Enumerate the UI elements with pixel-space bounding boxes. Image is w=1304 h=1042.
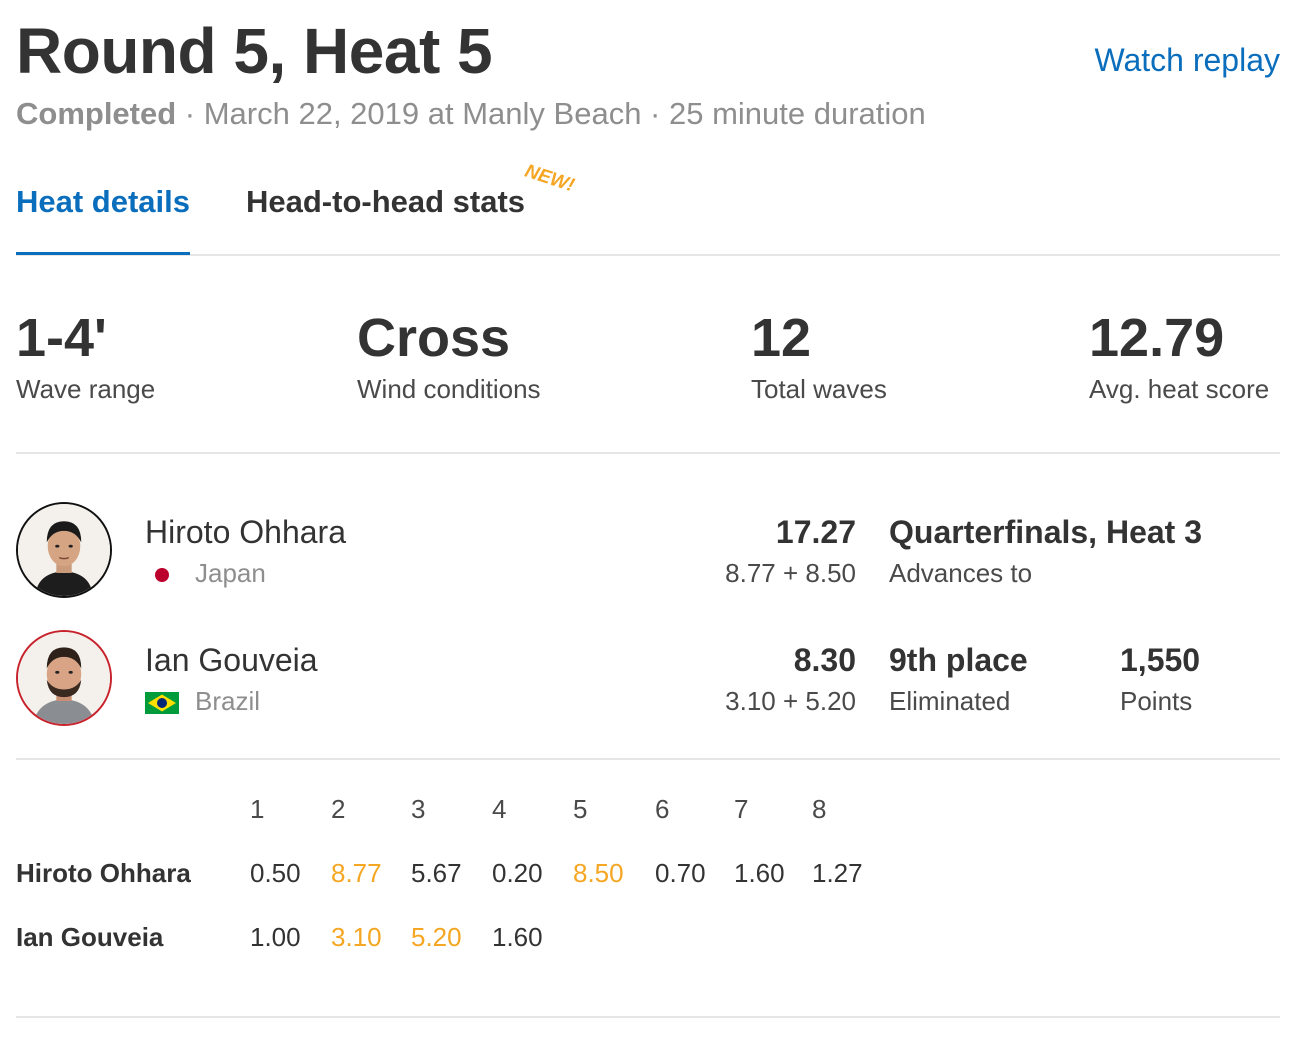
stat-avg-heat-score: 12.79 Avg. heat score	[1089, 308, 1269, 405]
page-title: Round 5, Heat 5	[16, 15, 493, 87]
divider	[16, 1016, 1280, 1018]
result-label: Advances to	[889, 558, 1033, 588]
wave-score: 5.67	[411, 858, 462, 888]
surfer-avatar-ian-gouveia[interactable]	[16, 630, 112, 726]
wave-score: 0.50	[250, 858, 301, 888]
final-placement: 9th place	[889, 642, 1028, 678]
points-earned: 1,550	[1120, 642, 1201, 678]
stat-value: Cross	[357, 308, 511, 368]
tab-bar: Heat details Head-to-head stats NEW!	[16, 161, 1280, 256]
new-badge: NEW!	[522, 160, 577, 197]
counting-wave-score: 5.20	[411, 922, 462, 952]
result-label: Eliminated	[889, 686, 1011, 716]
tab-head-to-head-stats[interactable]: Head-to-head stats	[246, 184, 526, 219]
person-icon	[18, 632, 110, 724]
stat-value: 12	[751, 308, 812, 368]
surfer-name[interactable]: Ian Gouveia	[145, 642, 318, 678]
wave-number-header: 7	[734, 794, 749, 824]
stat-label: Avg. heat score	[1089, 374, 1270, 404]
stat-value: 1-4'	[16, 308, 107, 368]
surfer-country: Japan	[145, 558, 266, 589]
next-heat-link[interactable]: Quarterfinals, Heat 3	[889, 514, 1202, 550]
heat-total-score: 8.30	[793, 642, 856, 678]
wave-number-header: 8	[812, 794, 827, 824]
person-icon	[18, 504, 110, 596]
points-label: Points	[1120, 686, 1193, 716]
japan-flag-icon	[155, 568, 169, 583]
wave-score: 1.00	[250, 922, 301, 952]
country-label: Brazil	[195, 686, 261, 716]
wave-number-header: 5	[573, 794, 588, 824]
counting-waves: 8.77 + 8.50	[725, 558, 856, 588]
wave-number-header: 4	[492, 794, 507, 824]
surfer-avatar-hiroto-ohhara[interactable]	[16, 502, 112, 598]
divider	[16, 758, 1280, 760]
wave-number-header: 2	[331, 794, 346, 824]
heat-details: · March 22, 2019 at Manly Beach · 25 min…	[176, 96, 926, 131]
stat-total-waves: 12 Total waves	[751, 308, 887, 405]
tab-heat-details[interactable]: Heat details	[16, 184, 191, 255]
heat-status: Completed	[16, 96, 177, 131]
wave-score: 1.60	[492, 922, 543, 952]
wave-score: 1.60	[734, 858, 785, 888]
stat-label: Wind conditions	[357, 374, 541, 404]
wave-number-header: 1	[250, 794, 265, 824]
heat-meta: Completed · March 22, 2019 at Manly Beac…	[16, 96, 926, 132]
wave-number-header: 3	[411, 794, 426, 824]
heat-total-score: 17.27	[775, 514, 856, 550]
wave-score: 0.20	[492, 858, 543, 888]
stat-label: Wave range	[16, 374, 156, 404]
country-label: Japan	[195, 558, 266, 588]
counting-wave-score: 8.50	[573, 858, 624, 888]
watch-replay-link[interactable]: Watch replay	[1094, 42, 1280, 78]
stat-value: 12.79	[1089, 308, 1225, 368]
divider	[16, 452, 1280, 454]
surfer-name[interactable]: Hiroto Ohhara	[145, 514, 346, 550]
surfer-country: Brazil	[145, 686, 260, 717]
wave-score: 0.70	[655, 858, 706, 888]
wave-number-header: 6	[655, 794, 670, 824]
counting-wave-score: 8.77	[331, 858, 382, 888]
wave-score: 1.27	[812, 858, 863, 888]
table-row-label: Hiroto Ohhara	[16, 858, 191, 888]
table-row-label: Ian Gouveia	[16, 922, 164, 952]
stat-label: Total waves	[751, 374, 887, 404]
counting-waves: 3.10 + 5.20	[725, 686, 856, 716]
stat-wind-conditions: Cross Wind conditions	[357, 308, 541, 405]
counting-wave-score: 3.10	[331, 922, 382, 952]
brazil-flag-icon	[145, 692, 179, 715]
stat-wave-range: 1-4' Wave range	[16, 308, 155, 405]
